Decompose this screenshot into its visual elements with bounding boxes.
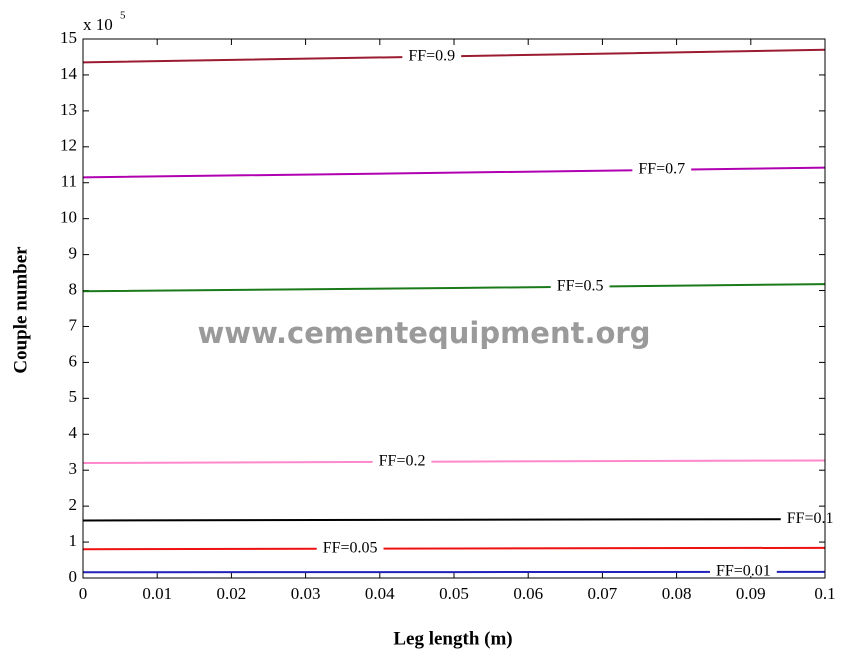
x-axis-title: Leg length (m) bbox=[393, 628, 512, 649]
y-tick-label: 15 bbox=[60, 28, 77, 47]
series-line bbox=[82, 166, 826, 179]
label-background bbox=[316, 544, 384, 553]
y-tick-label: 12 bbox=[60, 136, 77, 155]
label-background bbox=[632, 165, 692, 174]
label-background bbox=[780, 515, 840, 524]
series-line bbox=[82, 546, 826, 551]
y-tick-label: 11 bbox=[61, 172, 77, 191]
y-tick-label: 6 bbox=[69, 351, 78, 370]
label-background bbox=[402, 52, 462, 61]
y-tick-label: 4 bbox=[69, 423, 78, 442]
plot-frame bbox=[82, 38, 826, 579]
y-tick-label: 3 bbox=[69, 459, 78, 478]
x-tick-label: 0.08 bbox=[662, 584, 692, 603]
axis-multiplier-exponent: 5 bbox=[120, 10, 126, 22]
x-tick-label: 0.06 bbox=[513, 584, 543, 603]
x-tick-label: 0.1 bbox=[814, 584, 835, 603]
series-line bbox=[82, 518, 826, 522]
x-tick-label: 0 bbox=[79, 584, 88, 603]
series-label: FF=0.2 bbox=[379, 452, 426, 469]
watermark: www.cementequipment.org bbox=[198, 316, 651, 350]
x-tick-label: 0.05 bbox=[439, 584, 469, 603]
series-label: FF=0.9 bbox=[408, 47, 455, 64]
series-label: FF=0.01 bbox=[716, 563, 771, 580]
x-tick-label: 0.04 bbox=[365, 584, 395, 603]
series-label: FF=0.1 bbox=[787, 510, 834, 527]
x-tick-label: 0.02 bbox=[217, 584, 247, 603]
y-tick-label: 2 bbox=[69, 495, 78, 514]
y-tick-label: 1 bbox=[69, 531, 78, 550]
y-axis-title: Couple number bbox=[10, 246, 31, 374]
label-background bbox=[372, 457, 432, 466]
y-tick-label: 0 bbox=[69, 567, 78, 586]
y-tick-label: 8 bbox=[69, 279, 78, 298]
series-label: FF=0.7 bbox=[638, 161, 685, 178]
y-tick-label: 9 bbox=[69, 244, 78, 263]
label-background bbox=[550, 282, 610, 291]
x-tick-label: 0.01 bbox=[142, 584, 172, 603]
y-tick-label: 14 bbox=[60, 64, 78, 83]
label-background bbox=[709, 567, 777, 576]
series-line bbox=[82, 459, 826, 465]
y-tick-label: 13 bbox=[60, 100, 77, 119]
series-line bbox=[82, 283, 826, 293]
y-tick-label: 10 bbox=[60, 208, 77, 227]
series-label: FF=0.5 bbox=[557, 277, 604, 294]
y-tick-label: 5 bbox=[69, 387, 78, 406]
x-tick-label: 0.03 bbox=[291, 584, 321, 603]
axis-multiplier: x 10 bbox=[83, 15, 113, 34]
x-tick-label: 0.09 bbox=[736, 584, 766, 603]
y-tick-label: 7 bbox=[69, 315, 78, 334]
series-label: FF=0.05 bbox=[323, 539, 378, 556]
x-tick-label: 0.07 bbox=[588, 584, 618, 603]
